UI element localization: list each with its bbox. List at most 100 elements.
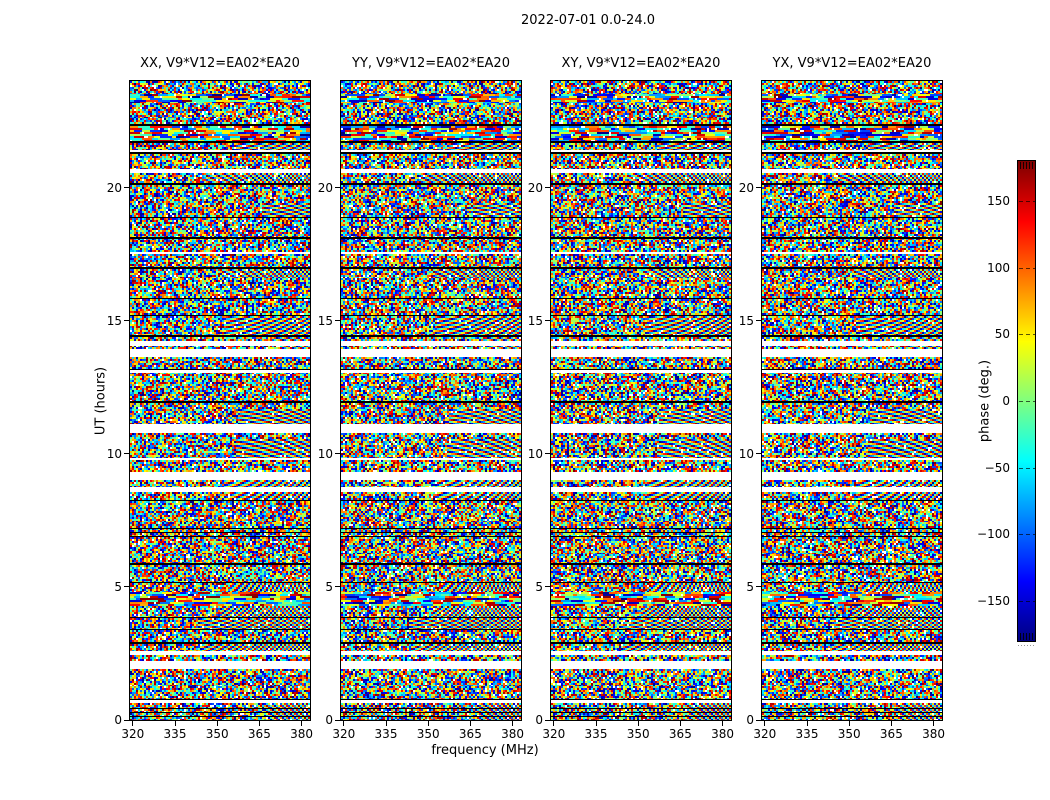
x-tick — [132, 721, 134, 726]
x-tick-label: 365 — [879, 727, 903, 741]
colorbar — [1018, 161, 1035, 641]
x-tick-label: 350 — [626, 727, 650, 741]
y-tick — [335, 453, 340, 455]
x-tick — [385, 721, 387, 726]
x-tick — [890, 721, 892, 726]
x-tick-label: 320 — [753, 727, 777, 741]
y-tick — [335, 719, 340, 721]
x-tick-label: 320 — [542, 727, 566, 741]
x-tick-label: 380 — [290, 727, 314, 741]
y-tick — [124, 320, 129, 322]
x-tick — [469, 721, 471, 726]
y-tick-label: 15 — [738, 313, 754, 328]
colorbar-tick-label: 50 — [994, 327, 1010, 342]
y-tick — [756, 719, 761, 721]
colorbar-tick-label: −100 — [977, 527, 1010, 542]
x-tick — [301, 721, 303, 726]
x-tick-label: 365 — [247, 727, 271, 741]
x-tick-label: 380 — [501, 727, 525, 741]
y-tick-label: 10 — [738, 446, 754, 461]
y-tick — [545, 453, 550, 455]
x-tick — [806, 721, 808, 726]
y-tick-label: 10 — [106, 446, 122, 461]
y-tick — [545, 187, 550, 188]
y-tick-label: 10 — [317, 446, 333, 461]
x-tick-label: 335 — [374, 727, 398, 741]
y-tick — [756, 453, 761, 455]
heatmap-xy — [551, 81, 731, 720]
x-axis-label: frequency (MHz) — [431, 743, 539, 758]
x-tick-label: 335 — [795, 727, 819, 741]
x-tick-label: 335 — [584, 727, 608, 741]
x-tick — [848, 721, 850, 726]
x-tick — [722, 721, 724, 726]
y-tick-label: 20 — [106, 180, 122, 195]
y-tick-label: 0 — [746, 713, 754, 727]
x-tick-label: 320 — [332, 727, 356, 741]
x-tick — [637, 721, 639, 726]
y-axis-label: UT (hours) — [93, 366, 109, 435]
y-tick — [335, 187, 340, 188]
figure-title: 2022-07-01 0.0-24.0 — [521, 13, 655, 28]
panel-title-yx: YX, V9*V12=EA02*EA20 — [772, 56, 932, 71]
y-tick-label: 10 — [527, 446, 543, 461]
y-tick — [756, 320, 761, 322]
y-tick-label: 0 — [535, 713, 543, 727]
y-tick-label: 20 — [317, 180, 333, 195]
x-tick — [933, 721, 935, 726]
y-tick-label: 0 — [114, 713, 122, 727]
x-tick — [216, 721, 218, 726]
x-tick-label: 335 — [163, 727, 187, 741]
colorbar-tick-label: −150 — [977, 594, 1010, 608]
y-tick — [545, 320, 550, 322]
y-tick-label: 15 — [317, 313, 333, 328]
y-tick-label: 20 — [738, 180, 754, 195]
colorbar-tick-label: 100 — [987, 260, 1010, 275]
x-tick-label: 365 — [458, 727, 482, 741]
x-tick — [595, 721, 597, 726]
x-tick — [258, 721, 260, 726]
x-tick-label: 380 — [922, 727, 946, 741]
x-tick — [174, 721, 176, 726]
x-tick-label: 365 — [668, 727, 692, 741]
y-tick-label: 20 — [527, 180, 543, 195]
y-tick-label: 5 — [746, 579, 754, 594]
x-tick — [553, 721, 555, 726]
panel-title-xy: XY, V9*V12=EA02*EA20 — [561, 56, 721, 71]
heatmap-yx — [762, 81, 942, 720]
x-tick — [679, 721, 681, 726]
y-tick-label: 15 — [106, 313, 122, 328]
colorbar-tick-label: 150 — [987, 194, 1010, 208]
y-tick — [545, 586, 550, 588]
y-tick — [124, 586, 129, 588]
x-tick — [427, 721, 429, 726]
y-tick-label: 5 — [535, 579, 543, 594]
y-tick — [756, 586, 761, 588]
y-tick — [756, 187, 761, 188]
x-tick-label: 350 — [416, 727, 440, 741]
heatmap-xx — [130, 81, 310, 720]
colorbar-tick-label: −50 — [984, 460, 1010, 475]
y-tick-label: 0 — [325, 713, 333, 727]
y-tick — [335, 320, 340, 322]
panel-title-yy: YY, V9*V12=EA02*EA20 — [352, 56, 510, 71]
x-tick — [343, 721, 345, 726]
y-tick — [124, 719, 129, 721]
y-tick-label: 5 — [114, 579, 122, 594]
x-tick-label: 350 — [837, 727, 861, 741]
y-tick-label: 5 — [325, 579, 333, 594]
x-tick-label: 320 — [121, 727, 145, 741]
y-tick — [335, 586, 340, 588]
x-tick-label: 350 — [205, 727, 229, 741]
x-tick — [512, 721, 514, 726]
heatmap-yy — [341, 81, 521, 720]
y-tick-label: 15 — [527, 313, 543, 328]
y-tick — [545, 719, 550, 721]
x-tick — [764, 721, 766, 726]
panel-title-xx: XX, V9*V12=EA02*EA20 — [140, 56, 300, 71]
colorbar-underflow-dots — [1018, 645, 1035, 646]
y-tick — [124, 453, 129, 455]
colorbar-tick-label: 0 — [1002, 394, 1010, 408]
x-tick-label: 380 — [711, 727, 735, 741]
